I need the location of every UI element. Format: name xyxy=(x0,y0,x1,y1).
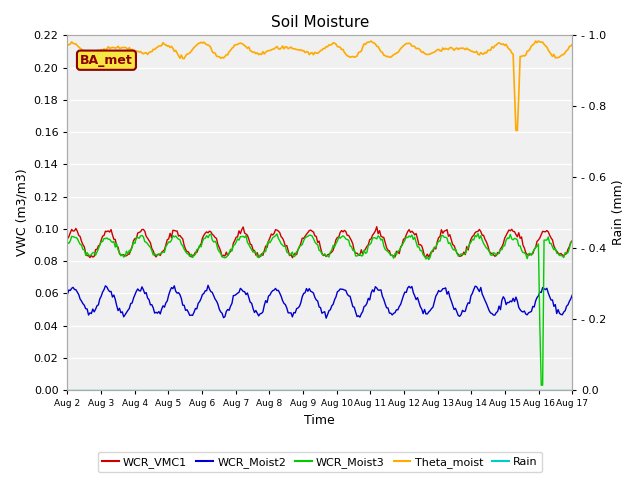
Title: Soil Moisture: Soil Moisture xyxy=(271,15,369,30)
Legend: WCR_VMC1, WCR_Moist2, WCR_Moist3, Theta_moist, Rain: WCR_VMC1, WCR_Moist2, WCR_Moist3, Theta_… xyxy=(97,452,543,472)
Y-axis label: VWC (m3/m3): VWC (m3/m3) xyxy=(15,169,28,256)
Y-axis label: Rain (mm): Rain (mm) xyxy=(612,180,625,245)
X-axis label: Time: Time xyxy=(305,414,335,427)
Text: BA_met: BA_met xyxy=(80,54,133,67)
